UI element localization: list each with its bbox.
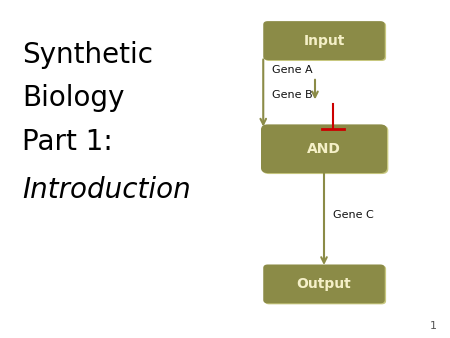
Text: Gene B: Gene B bbox=[272, 91, 313, 100]
FancyBboxPatch shape bbox=[263, 264, 385, 304]
Text: Gene A: Gene A bbox=[272, 65, 313, 75]
Text: Introduction: Introduction bbox=[22, 176, 191, 204]
Text: Biology: Biology bbox=[22, 84, 125, 113]
Text: Synthetic: Synthetic bbox=[22, 41, 153, 69]
FancyBboxPatch shape bbox=[265, 22, 386, 61]
Text: Input: Input bbox=[303, 33, 345, 48]
Text: Gene C: Gene C bbox=[333, 210, 374, 220]
Text: 1: 1 bbox=[429, 321, 436, 331]
Text: Output: Output bbox=[297, 277, 351, 291]
FancyBboxPatch shape bbox=[263, 21, 385, 60]
Text: AND: AND bbox=[307, 142, 341, 156]
Text: Part 1:: Part 1: bbox=[22, 128, 113, 156]
FancyBboxPatch shape bbox=[262, 125, 388, 174]
FancyBboxPatch shape bbox=[261, 124, 387, 173]
FancyBboxPatch shape bbox=[265, 266, 386, 304]
